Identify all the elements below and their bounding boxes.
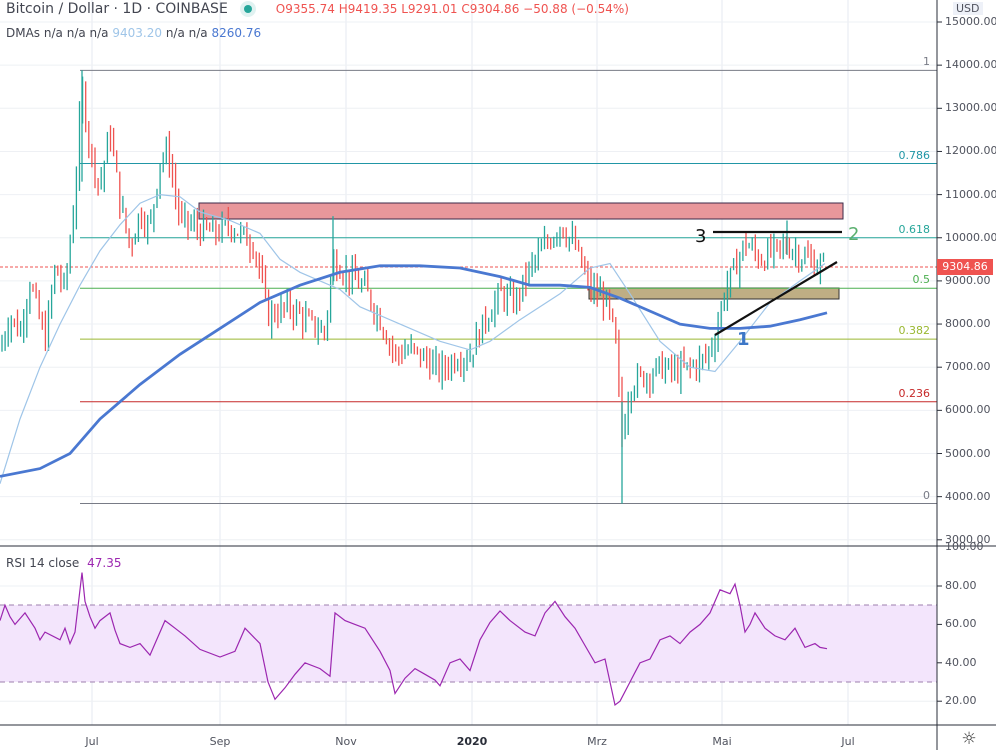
- dma-legend[interactable]: DMAs n/a n/a n/a 9403.20 n/a n/a 8260.76: [6, 26, 261, 40]
- change-value: −50.88 (−0.54%): [523, 2, 629, 16]
- fib-level-label: 0.5: [912, 273, 931, 287]
- ma-slow-line: [0, 264, 828, 478]
- annotation-2[interactable]: 2: [848, 224, 860, 245]
- ma-fast-line: [0, 193, 826, 484]
- time-tick-label: Jul: [841, 735, 855, 748]
- price-tick-label: 5000.00: [945, 446, 991, 460]
- fibonacci-retracement[interactable]: [80, 69, 937, 505]
- open-value: O9355.74: [275, 2, 335, 16]
- support-zone[interactable]: [588, 287, 840, 300]
- price-bars: [1, 70, 825, 504]
- price-tick-label: 12000.00: [945, 144, 996, 158]
- rsi-label: RSI 14 close: [6, 556, 80, 570]
- price-tick-label: 4000.00: [945, 489, 991, 503]
- symbol-legend[interactable]: Bitcoin / Dollar · 1D · COINBASE O9355.7…: [6, 1, 629, 17]
- axis-ticks: [937, 21, 942, 702]
- market-status-icon: [243, 5, 252, 13]
- time-tick-label: Nov: [335, 735, 357, 748]
- time-tick-label: Sep: [209, 735, 231, 748]
- price-tick-label: 10000.00: [945, 230, 996, 244]
- low-value: L9291.01: [401, 2, 458, 16]
- price-tick-label: 14000.00: [945, 58, 996, 72]
- dma-na-values-2: n/a n/a: [165, 26, 208, 40]
- time-tick-label: Mai: [712, 735, 732, 748]
- price-tick-label: 8000.00: [945, 317, 991, 331]
- rsi-value: 47.35: [87, 556, 122, 570]
- rsi-line: [0, 572, 828, 707]
- price-tick-label: 11000.00: [945, 187, 996, 201]
- dma-na-values: n/a n/a n/a: [43, 26, 109, 40]
- settings-gear-icon[interactable]: ☼: [961, 729, 977, 749]
- symbol-title: Bitcoin / Dollar · 1D · COINBASE: [6, 1, 228, 17]
- price-tick-label: 15000.00: [945, 15, 996, 28]
- ohlc-values: O9355.74 H9419.35 L9291.01 C9304.86 −50.…: [276, 2, 629, 16]
- price-tick-label: 7000.00: [945, 360, 991, 374]
- resistance-zone[interactable]: [198, 202, 844, 220]
- price-tick-label: 3000.00: [945, 532, 991, 546]
- last-price-tag: 9304.86: [937, 259, 993, 275]
- price-tick-label: 9000.00: [945, 273, 991, 287]
- price-tick-label: 13000.00: [945, 101, 996, 115]
- dma-fast-value: 9403.20: [112, 26, 162, 40]
- annotation-3[interactable]: 3: [695, 226, 707, 247]
- rsi-tick-label: 40.00: [945, 655, 977, 669]
- high-value: H9419.35: [338, 2, 398, 16]
- rsi-tick-label: 100.00: [945, 540, 984, 553]
- currency-label[interactable]: USD: [953, 2, 983, 15]
- annotation-1[interactable]: 1: [737, 329, 750, 350]
- trendline-ascending[interactable]: [714, 261, 838, 336]
- time-tick-label: Jul: [85, 735, 99, 748]
- price-tick-label: 6000.00: [945, 403, 991, 417]
- fib-level-label: 0.618: [898, 222, 931, 236]
- close-value: C9304.86: [461, 2, 520, 16]
- rsi-tick-label: 80.00: [945, 579, 977, 592]
- time-tick-label: Mrz: [587, 735, 607, 748]
- rsi-tick-label: 60.00: [945, 617, 977, 631]
- time-tick-label: 2020: [456, 735, 488, 748]
- fib-level-label: 0.786: [898, 148, 931, 162]
- rsi-legend[interactable]: RSI 14 close 47.35: [6, 556, 122, 570]
- fib-level-label: 1: [923, 55, 930, 69]
- fib-level-label: 0.236: [898, 386, 931, 400]
- rsi-tick-label: 20.00: [945, 694, 977, 708]
- dma-slow-value: 8260.76: [211, 26, 262, 40]
- fib-level-label: 0.382: [898, 324, 931, 338]
- dma-label: DMAs: [6, 26, 41, 40]
- fib-level-label: 0: [923, 488, 930, 502]
